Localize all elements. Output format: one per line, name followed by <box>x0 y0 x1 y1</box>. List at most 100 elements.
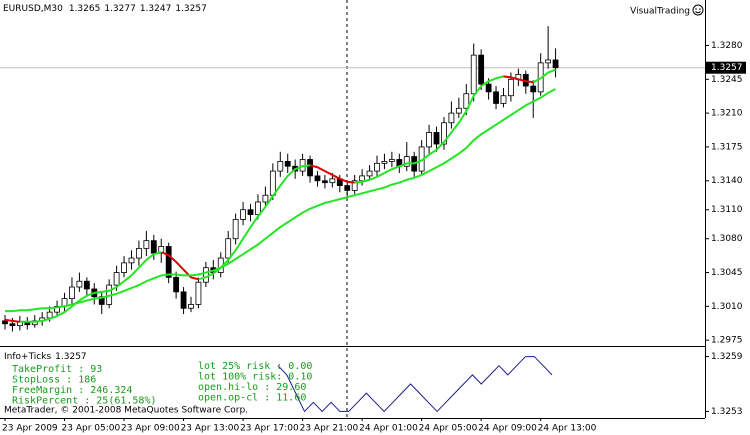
x-tick-label: 23 Apr 17:00 <box>240 424 299 434</box>
ohlc-low: 1.3247 <box>140 4 172 14</box>
x-tick-label: 23 Apr 21:00 <box>300 424 359 434</box>
moving-average <box>532 68 556 84</box>
y-tick-label: 1.3253 <box>711 407 743 417</box>
badge: VisualTrading <box>630 7 690 17</box>
candle-body <box>46 311 53 319</box>
symbol: EURUSD,M30 <box>3 4 63 14</box>
candle-body <box>307 159 313 177</box>
icon-eye <box>699 8 701 10</box>
candle-body <box>247 209 254 215</box>
info-text: open.op-cl : 11.60 <box>198 393 306 404</box>
candle-body <box>143 240 150 249</box>
y-tick-label: 1.3045 <box>711 268 743 278</box>
candle-body <box>76 280 83 288</box>
candle-body <box>202 267 209 283</box>
moving-average <box>503 75 534 84</box>
indicator-name: Info+Ticks <box>4 352 51 362</box>
candle-body <box>262 194 269 203</box>
moving-average <box>160 251 199 281</box>
candle-body <box>493 91 499 104</box>
y-tick-label: 1.3110 <box>711 205 743 215</box>
candle-body <box>455 107 462 114</box>
candle-body <box>478 54 485 85</box>
candle-body <box>240 209 246 220</box>
candle-body <box>448 112 455 124</box>
x-tick-label: 24 Apr 09:00 <box>478 424 537 434</box>
indicator-last: 1.3257 <box>55 352 87 362</box>
candle-body <box>225 238 232 259</box>
candle-body <box>9 323 16 327</box>
footer: MetaTrader, © 2001-2008 MetaQuotes Softw… <box>4 406 248 416</box>
candle-body <box>113 272 120 286</box>
y-tick-label: 1.3210 <box>711 109 743 119</box>
candle-body <box>426 132 432 148</box>
badge-icon <box>692 4 704 16</box>
candle-body <box>381 161 388 164</box>
y-tick-label: 1.3175 <box>711 142 743 152</box>
y-tick-label: 1.3140 <box>711 176 743 186</box>
candle-body <box>366 170 373 177</box>
candle-body <box>69 286 75 300</box>
y-tick-label: 1.3280 <box>711 41 743 51</box>
icon-mouth <box>695 11 701 14</box>
candle-body <box>359 175 366 182</box>
x-tick-label: 24 Apr 05:00 <box>419 424 478 434</box>
x-tick-label: 24 Apr 13:00 <box>538 424 597 434</box>
candle-body <box>269 170 276 196</box>
candle-body <box>165 246 172 278</box>
candle-body <box>552 59 559 69</box>
candle-body <box>374 162 380 172</box>
candle-body <box>508 78 514 97</box>
candle-body <box>180 291 187 309</box>
ohlc-close: 1.3257 <box>175 4 207 14</box>
info-text: FreeMargin : 246.324 <box>12 385 132 396</box>
candle-body <box>470 54 477 95</box>
candle-body <box>403 156 410 167</box>
candle-body <box>121 262 127 273</box>
candle-body <box>150 240 157 254</box>
x-tick-label: 23 Apr 13:00 <box>181 424 240 434</box>
x-tick-label: 23 Apr 05:00 <box>62 424 121 434</box>
candle-body <box>530 85 537 93</box>
candle-body <box>277 161 284 172</box>
candle-body <box>232 218 239 240</box>
candle-body <box>136 247 142 259</box>
price-box-label: 1.3257 <box>711 63 743 73</box>
ohlc-high: 1.3277 <box>104 4 136 14</box>
candle-body <box>83 280 90 290</box>
info-text: TakeProfit : 93 <box>12 364 102 375</box>
y-tick-label: 1.2975 <box>711 336 743 346</box>
tick-line <box>277 356 553 413</box>
candle-body <box>388 159 395 162</box>
candle-body <box>500 95 507 104</box>
y-tick-label: 1.3245 <box>711 75 743 85</box>
candle-body <box>128 257 135 264</box>
y-tick-label: 1.3010 <box>711 302 743 312</box>
candle-body <box>351 180 358 191</box>
candle-body <box>485 83 492 93</box>
moving-average <box>4 318 21 323</box>
moving-average <box>5 88 557 313</box>
moving-average <box>354 75 504 184</box>
candle-body <box>463 93 470 109</box>
moving-average <box>309 164 355 184</box>
candle-body <box>314 175 321 182</box>
candle-body <box>195 281 202 305</box>
ohlc-open: 1.3265 <box>69 4 101 14</box>
candle-body <box>2 320 8 325</box>
candle-body <box>441 122 447 145</box>
icon-face <box>692 4 704 16</box>
info-text: lot 100% risk: 0.10 <box>198 372 312 383</box>
chart-title: EURUSD,M30 1.3265 1.3277 1.3247 1.3257 <box>3 4 207 14</box>
candle-body <box>284 161 291 167</box>
info-text: lot 25% risk : 0.00 <box>198 361 312 372</box>
price-box <box>706 61 746 74</box>
candle-body <box>322 180 328 184</box>
candle-body <box>433 132 440 145</box>
candle-body <box>173 276 180 293</box>
x-tick-label: 23 Apr 09:00 <box>121 424 180 434</box>
info-text: RiskPercent : 25(61.58%) <box>12 396 157 407</box>
x-tick-label: 24 Apr 01:00 <box>359 424 418 434</box>
